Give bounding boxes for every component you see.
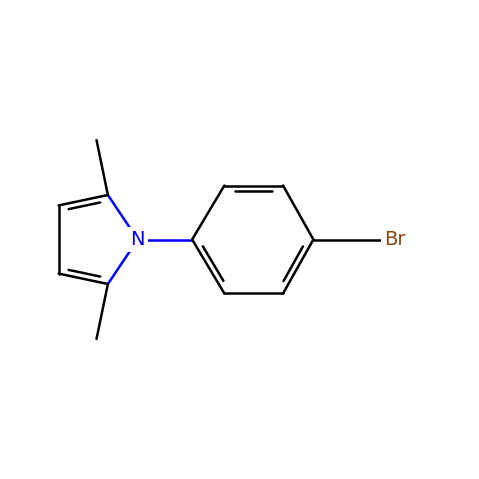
Text: N: N [130,230,145,249]
Text: Br: Br [384,230,405,249]
